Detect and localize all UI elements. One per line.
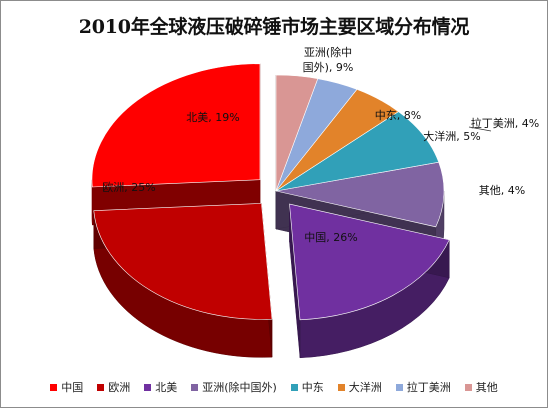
data-label-line: 拉丁美洲, 4%: [471, 116, 539, 130]
data-label: 其他, 4%: [479, 184, 525, 197]
legend-swatch: [50, 383, 58, 391]
chart-title: 2010年全球液压破碎锤市场主要区域分布情况: [78, 16, 470, 38]
legend-swatch: [464, 383, 472, 391]
legend-swatch: [395, 383, 403, 391]
data-label-line: 其他, 4%: [479, 184, 525, 197]
legend-label: 其他: [475, 381, 498, 394]
legend: 中国 欧洲 北美 亚洲(除中国外) 中东 大洋洲 拉丁美洲 其他: [1, 379, 547, 395]
legend-item-latin-america: 拉丁美洲: [395, 379, 451, 395]
data-label: 拉丁美洲, 4%: [471, 116, 539, 130]
legend-swatch: [290, 383, 298, 391]
legend-item-north-america: 北美: [144, 379, 177, 395]
pie-slice: [93, 203, 273, 320]
pie-slice: [289, 203, 450, 321]
pie-labels: 中国, 26% 欧洲, 25% 北美, 19% 亚洲(除中国外), 9% 中东, 8%大…: [102, 45, 539, 244]
data-label: 欧洲, 25%: [102, 181, 155, 194]
leader-line: [468, 126, 492, 132]
pie-slice: [275, 74, 319, 192]
data-label-line: 欧洲, 25%: [102, 181, 155, 194]
legend-item-europe: 欧洲: [97, 379, 130, 395]
data-label-line: 北美, 19%: [186, 111, 239, 124]
legend-label: 大洋洲: [348, 381, 382, 394]
legend-label: 欧洲: [108, 381, 131, 394]
legend-label: 北美: [155, 381, 178, 394]
data-label-line: 国外), 9%: [303, 61, 354, 74]
data-label: 中国, 26%: [304, 231, 357, 244]
data-label: 亚洲(除中国外), 9%: [303, 45, 354, 74]
legend-label: 中东: [301, 381, 324, 394]
data-label-line: 亚洲(除中: [304, 45, 352, 59]
legend-label: 拉丁美洲: [406, 381, 451, 394]
legend-swatch: [97, 383, 105, 391]
legend-swatch: [191, 383, 199, 391]
data-label: 北美, 19%: [186, 111, 239, 124]
data-label-line: 大洋洲, 5%: [423, 129, 480, 143]
data-label-line: 中国, 26%: [304, 231, 357, 244]
legend-item-china: 中国: [50, 379, 83, 395]
legend-swatch: [337, 383, 345, 391]
legend-label: 中国: [61, 381, 84, 394]
legend-item-other: 其他: [464, 379, 498, 395]
data-label: 中东, 8%: [375, 109, 421, 122]
data-label-line: 中东, 8%: [375, 109, 421, 122]
legend-item-oceania: 大洋洲: [337, 379, 382, 395]
legend-swatch: [144, 383, 152, 391]
legend-item-asia: 亚洲(除中国外): [191, 379, 277, 395]
legend-item-middle-east: 中东: [290, 379, 324, 395]
pie-tops: [91, 63, 450, 321]
pie-slice: [275, 161, 445, 228]
data-label: 大洋洲, 5%: [423, 129, 480, 143]
pie-slice: [91, 63, 261, 188]
legend-label: 亚洲(除中国外): [202, 381, 277, 394]
